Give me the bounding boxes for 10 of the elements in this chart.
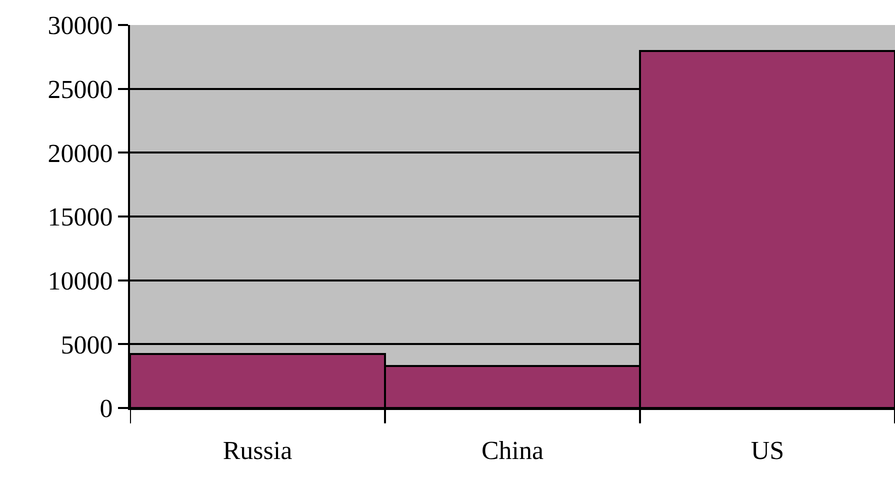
y-tick-label: 0 bbox=[100, 394, 113, 424]
x-tick-label: Russia bbox=[222, 436, 293, 466]
x-tick-label: China bbox=[481, 436, 544, 466]
y-tick-label: 5000 bbox=[60, 330, 113, 360]
y-tick-label: 10000 bbox=[48, 266, 113, 296]
y-tick-label: 25000 bbox=[48, 74, 113, 104]
y-tick-label: 20000 bbox=[48, 138, 113, 168]
y-tick-label: 15000 bbox=[48, 202, 113, 232]
y-tick-label: 30000 bbox=[48, 11, 113, 40]
x-tick-label: US bbox=[750, 436, 784, 466]
